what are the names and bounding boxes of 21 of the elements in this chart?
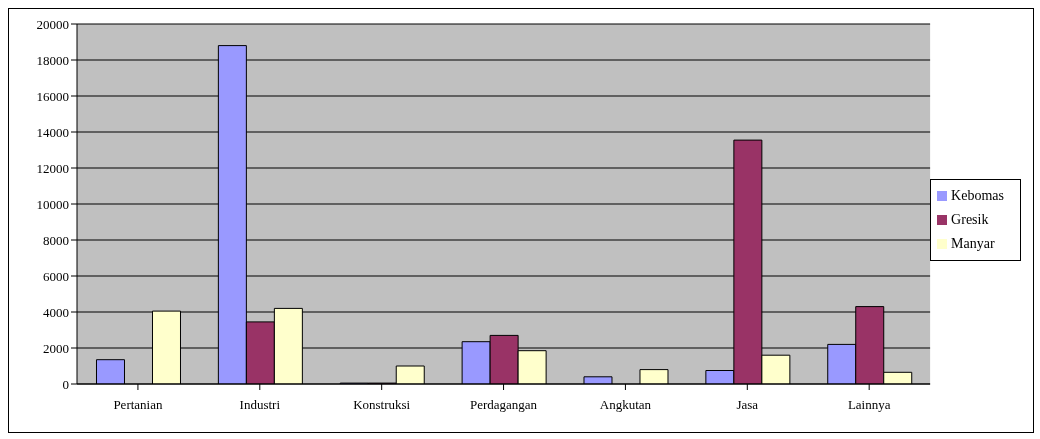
y-tick-label: 14000	[36, 124, 69, 140]
x-tick-label: Jasa	[736, 397, 759, 413]
x-tick-label: Lainnya	[847, 397, 891, 413]
y-tick-label: 4000	[43, 304, 69, 320]
legend-label: Kebomas	[951, 187, 1004, 203]
x-tick-label: Konstruksi	[353, 397, 411, 413]
y-tick-label: 20000	[36, 16, 69, 32]
y-tick-label: 12000	[36, 160, 69, 176]
y-tick-label: 18000	[36, 52, 69, 68]
x-tick-label: Perdagangan	[469, 397, 538, 413]
legend-label: Gresik	[951, 211, 989, 227]
y-tick-label: 16000	[36, 88, 69, 104]
legend-label: Manyar	[951, 235, 995, 251]
y-tick-label: 6000	[43, 268, 69, 284]
x-tick-label: Industri	[239, 397, 281, 413]
y-tick-label: 0	[62, 376, 69, 392]
y-tick-label: 8000	[43, 232, 69, 248]
x-tick-label: Pertanian	[113, 397, 163, 413]
y-tick-label: 10000	[36, 196, 69, 212]
y-tick-label: 2000	[43, 340, 69, 356]
x-tick-label: Angkutan	[599, 397, 652, 413]
